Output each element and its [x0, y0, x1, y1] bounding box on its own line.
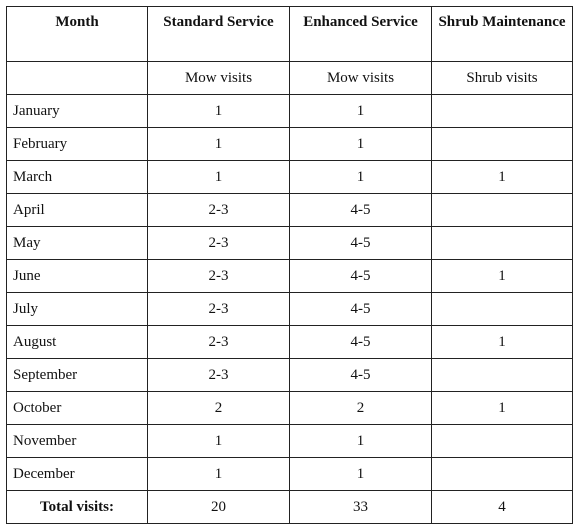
enhanced-cell: 4-5	[289, 193, 432, 227]
total-enhanced: 33	[289, 490, 432, 524]
enhanced-cell: 4-5	[289, 292, 432, 326]
standard-cell: 2-3	[147, 193, 290, 227]
enhanced-cell: 2	[289, 391, 432, 425]
header-enhanced-service: Enhanced Service	[289, 6, 432, 62]
table-row: March 1 1 1	[6, 160, 573, 194]
subheader-month	[6, 61, 148, 95]
standard-cell: 2-3	[147, 292, 290, 326]
shrub-cell	[431, 424, 573, 458]
total-shrub: 4	[431, 490, 573, 524]
standard-cell: 1	[147, 94, 290, 128]
shrub-cell: 1	[431, 391, 573, 425]
month-cell: September	[6, 358, 148, 392]
shrub-cell	[431, 358, 573, 392]
enhanced-cell: 1	[289, 160, 432, 194]
header-row: Month Standard Service Enhanced Service …	[6, 6, 573, 62]
month-cell: December	[6, 457, 148, 491]
subheader-enhanced: Mow visits	[289, 61, 432, 95]
standard-cell: 1	[147, 160, 290, 194]
standard-cell: 1	[147, 457, 290, 491]
shrub-cell	[431, 94, 573, 128]
totals-row: Total visits: 20 33 4	[6, 490, 573, 524]
month-cell: June	[6, 259, 148, 293]
enhanced-cell: 1	[289, 127, 432, 161]
shrub-cell	[431, 457, 573, 491]
enhanced-cell: 1	[289, 94, 432, 128]
subheader-row: Mow visits Mow visits Shrub visits	[6, 61, 573, 95]
total-visits-label: Total visits:	[6, 490, 148, 524]
month-cell: November	[6, 424, 148, 458]
shrub-cell	[431, 292, 573, 326]
enhanced-cell: 4-5	[289, 259, 432, 293]
enhanced-cell: 4-5	[289, 358, 432, 392]
table-row: February 1 1	[6, 127, 573, 161]
table-row: October 2 2 1	[6, 391, 573, 425]
table-row: June 2-3 4-5 1	[6, 259, 573, 293]
shrub-cell	[431, 127, 573, 161]
shrub-cell	[431, 193, 573, 227]
subheader-shrub: Shrub visits	[431, 61, 573, 95]
shrub-cell	[431, 226, 573, 260]
subheader-standard: Mow visits	[147, 61, 290, 95]
table-row: April 2-3 4-5	[6, 193, 573, 227]
enhanced-cell: 4-5	[289, 325, 432, 359]
table-row: November 1 1	[6, 424, 573, 458]
shrub-cell: 1	[431, 259, 573, 293]
month-cell: February	[6, 127, 148, 161]
month-cell: July	[6, 292, 148, 326]
standard-cell: 1	[147, 127, 290, 161]
standard-cell: 2-3	[147, 226, 290, 260]
month-cell: March	[6, 160, 148, 194]
table-row: August 2-3 4-5 1	[6, 325, 573, 359]
header-shrub-maintenance: Shrub Maintenance	[431, 6, 573, 62]
month-cell: August	[6, 325, 148, 359]
service-schedule-table: Month Standard Service Enhanced Service …	[6, 6, 573, 524]
standard-cell: 2-3	[147, 325, 290, 359]
total-standard: 20	[147, 490, 290, 524]
enhanced-cell: 1	[289, 424, 432, 458]
standard-cell: 1	[147, 424, 290, 458]
table-row: December 1 1	[6, 457, 573, 491]
shrub-cell: 1	[431, 325, 573, 359]
month-cell: October	[6, 391, 148, 425]
month-cell: May	[6, 226, 148, 260]
standard-cell: 2	[147, 391, 290, 425]
enhanced-cell: 4-5	[289, 226, 432, 260]
table-row: January 1 1	[6, 94, 573, 128]
standard-cell: 2-3	[147, 259, 290, 293]
standard-cell: 2-3	[147, 358, 290, 392]
shrub-cell: 1	[431, 160, 573, 194]
table-row: May 2-3 4-5	[6, 226, 573, 260]
table-row: July 2-3 4-5	[6, 292, 573, 326]
header-standard-service: Standard Service	[147, 6, 290, 62]
month-cell: April	[6, 193, 148, 227]
enhanced-cell: 1	[289, 457, 432, 491]
table-row: September 2-3 4-5	[6, 358, 573, 392]
month-cell: January	[6, 94, 148, 128]
header-month: Month	[6, 6, 148, 62]
